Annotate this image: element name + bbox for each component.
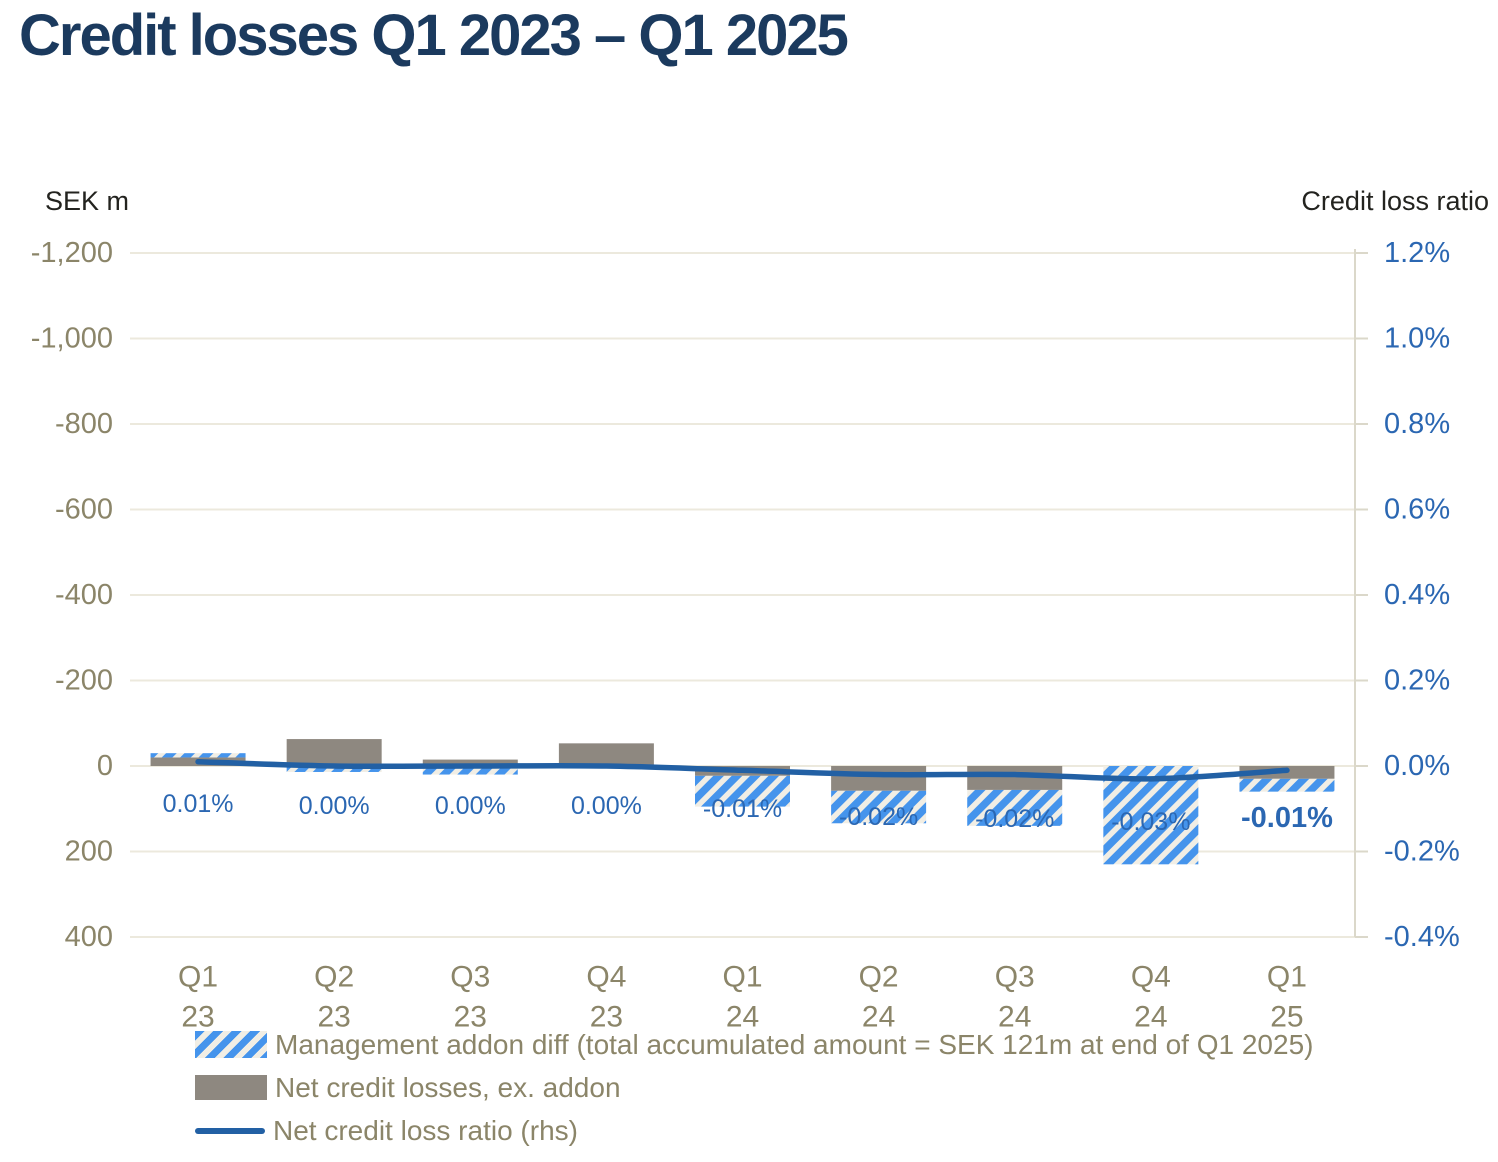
right-axis-tick-label: 0.8% bbox=[1384, 408, 1450, 440]
x-axis-label-year: 23 bbox=[590, 1001, 623, 1034]
x-axis-label-quarter: Q2 bbox=[314, 961, 354, 994]
net-credit-losses-bar bbox=[558, 743, 654, 766]
x-axis-label-year: 24 bbox=[998, 1001, 1031, 1034]
left-axis-tick-label: -600 bbox=[55, 494, 113, 526]
hatched-bar-swatch-icon bbox=[195, 1031, 267, 1058]
right-axis-tick-label: -0.4% bbox=[1384, 921, 1460, 953]
x-axis-label-quarter: Q1 bbox=[178, 961, 218, 994]
legend-item-ratio-line: Net credit loss ratio (rhs) bbox=[195, 1115, 1313, 1146]
ratio-point-label: -0.03% bbox=[1111, 808, 1190, 836]
management-addon-bar bbox=[150, 753, 246, 758]
ratio-point-label: -0.02% bbox=[975, 805, 1054, 833]
right-axis-tick-label: 0.0% bbox=[1384, 750, 1450, 782]
management-addon-bar bbox=[967, 789, 1063, 826]
ratio-point-label: -0.01% bbox=[703, 795, 782, 823]
x-axis-label-year: 24 bbox=[862, 1001, 895, 1034]
left-axis-tick-label: -400 bbox=[55, 579, 113, 611]
x-axis-label-year: 23 bbox=[454, 1001, 487, 1034]
legend-item-management-addon: Management addon diff (total accumulated… bbox=[195, 1029, 1314, 1060]
right-axis-tick-label: 1.2% bbox=[1384, 237, 1450, 269]
legend-item-net-credit-losses: Net credit losses, ex. addon bbox=[195, 1072, 1313, 1103]
right-axis-tick-label: -0.2% bbox=[1384, 836, 1460, 868]
right-axis-header: Credit loss ratio bbox=[1301, 186, 1489, 216]
legend-label-net-credit-losses: Net credit losses, ex. addon bbox=[275, 1072, 621, 1103]
x-axis-label-year: 25 bbox=[1270, 1001, 1303, 1034]
net-credit-losses-bar bbox=[422, 759, 518, 766]
management-addon-bar bbox=[1239, 778, 1335, 792]
left-axis-tick-label: 200 bbox=[65, 836, 113, 868]
ratio-point-label: 0.00% bbox=[299, 792, 370, 820]
page-title: Credit losses Q1 2023 – Q1 2025 bbox=[19, 3, 849, 68]
left-axis-tick-label: 400 bbox=[65, 921, 113, 953]
ratio-point-label: -0.01% bbox=[1241, 802, 1333, 834]
management-addon-bar bbox=[831, 790, 927, 824]
x-axis-label-year: 24 bbox=[726, 1001, 759, 1034]
left-axis-tick-label: -1,200 bbox=[31, 237, 113, 269]
ratio-point-label: 0.01% bbox=[163, 790, 234, 818]
net-credit-losses-bar bbox=[831, 766, 927, 791]
ratio-point-label: 0.00% bbox=[435, 792, 506, 820]
legend-label-ratio-line: Net credit loss ratio (rhs) bbox=[273, 1115, 578, 1146]
line-swatch-icon bbox=[195, 1127, 265, 1134]
right-axis-tick-label: 0.4% bbox=[1384, 579, 1450, 611]
left-axis-tick-label: -800 bbox=[55, 408, 113, 440]
x-axis-label-quarter: Q3 bbox=[450, 961, 490, 994]
management-addon-bar bbox=[695, 775, 790, 807]
left-axis-header: SEK m bbox=[45, 186, 130, 216]
x-axis-label-year: 24 bbox=[1134, 1001, 1167, 1034]
x-axis-label-quarter: Q4 bbox=[1131, 961, 1171, 994]
legend-label-management-addon: Management addon diff (total accumulated… bbox=[275, 1029, 1314, 1060]
x-axis-label-quarter: Q1 bbox=[722, 961, 762, 994]
ratio-point-label: 0.00% bbox=[571, 792, 642, 820]
right-axis-tick-label: 1.0% bbox=[1384, 323, 1450, 355]
net-credit-losses-bar bbox=[286, 739, 382, 766]
x-axis-label-quarter: Q1 bbox=[1267, 961, 1307, 994]
ratio-point-label: -0.02% bbox=[839, 803, 918, 831]
x-axis-label-quarter: Q4 bbox=[586, 961, 626, 994]
right-axis-tick-label: 0.2% bbox=[1384, 665, 1450, 697]
x-axis-label-year: 23 bbox=[317, 1001, 350, 1034]
gray-bar-swatch-icon bbox=[195, 1075, 267, 1100]
x-axis-label-year: 23 bbox=[181, 1001, 214, 1034]
management-addon-bar bbox=[422, 766, 518, 775]
left-axis-tick-label: -200 bbox=[55, 665, 113, 697]
legend: Management addon diff (total accumulated… bbox=[195, 1031, 1313, 1160]
right-axis-tick-label: 0.6% bbox=[1384, 494, 1450, 526]
management-addon-bar bbox=[286, 766, 382, 772]
x-axis-label-quarter: Q3 bbox=[995, 961, 1035, 994]
left-axis-tick-label: 0 bbox=[97, 750, 113, 782]
x-axis-label-quarter: Q2 bbox=[859, 961, 899, 994]
left-axis-tick-label: -1,000 bbox=[31, 323, 113, 355]
management-addon-bar bbox=[1103, 766, 1199, 865]
net-credit-loss-ratio-line bbox=[195, 758, 1290, 782]
